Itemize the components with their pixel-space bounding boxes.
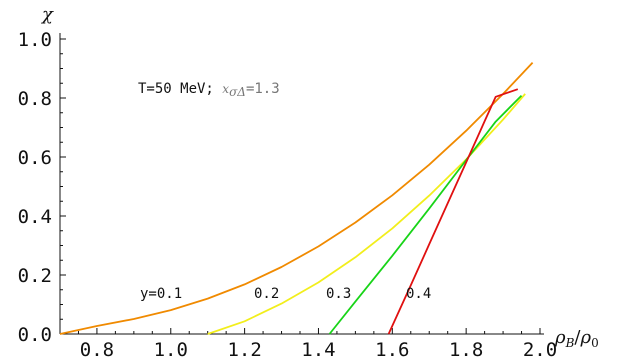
y-tick-label: 0.0 xyxy=(18,324,52,346)
y-tick-label: 0.2 xyxy=(18,265,52,287)
x-tick-label: 1.4 xyxy=(301,339,335,360)
series-line-1 xyxy=(207,93,526,335)
y-tick-label: 0.4 xyxy=(18,206,52,228)
y-tick-label: 0.8 xyxy=(18,88,52,110)
y-axis-label: χ xyxy=(40,4,54,25)
x-axis-label: ρB/ρ0 xyxy=(554,327,599,350)
x-tick-label: 1.6 xyxy=(375,339,409,360)
x-tick-label: 2.0 xyxy=(523,339,557,360)
series-line-0 xyxy=(59,61,534,335)
y-tick-label: 0.6 xyxy=(18,147,52,169)
x-tick-label: 1.8 xyxy=(449,339,483,360)
x-tick-label: 1.2 xyxy=(227,339,261,360)
series-label-y04: 0.4 xyxy=(406,286,431,302)
y-tick-label: 1.0 xyxy=(18,29,52,51)
series-line-3 xyxy=(387,88,519,335)
x-tick-label: 1.0 xyxy=(154,339,188,360)
series-line-2 xyxy=(328,94,523,335)
chart-annotation: T=50 MeV; xσΔ=1.3 xyxy=(138,81,280,99)
x-ticks: 0.8 1.0 1.2 1.4 1.6 1.8 2.0 xyxy=(77,328,557,360)
series-label-y03: 0.3 xyxy=(326,286,351,302)
series-label-y01: y=0.1 xyxy=(140,286,182,302)
x-tick-label: 0.8 xyxy=(80,339,114,360)
series-layer xyxy=(59,61,534,335)
series-label-y02: 0.2 xyxy=(254,286,279,302)
y-ticks: 0.0 0.2 0.4 0.6 0.8 1.0 xyxy=(18,29,66,346)
